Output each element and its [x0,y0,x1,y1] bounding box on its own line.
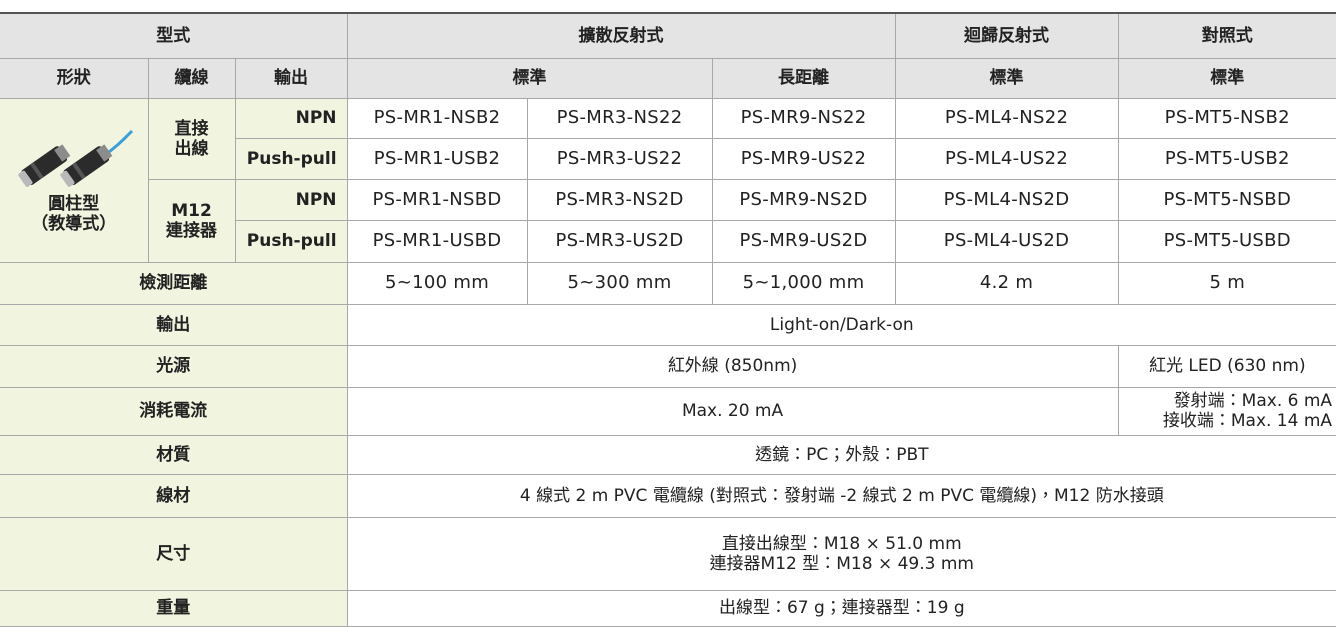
header-row: 型式 擴散反射式 迴歸反射式 對照式 [0,12,1336,59]
spec-value: 直接出線型：M18 × 51.0 mm 連接器M12 型：M18 × 49.3 m… [346,516,1336,591]
model-cell: PS-MR3-NS2D [526,178,713,221]
spec-table: 型式 擴散反射式 迴歸反射式 對照式 形狀 纜線 輸出 標準 長距離 標準 標準 [0,12,1336,627]
spec-label: 線材 [0,473,348,518]
spec-value: 紅光 LED (630 nm) [1117,344,1336,388]
spec-label: 材質 [0,434,348,475]
spec-row: 輸出 Light-on/Dark-on [0,303,1336,346]
spec-value: 出線型：67 g；連接器型：19 g [346,589,1336,627]
spec-line: 接收端：Max. 14 mA [1162,411,1333,431]
spec-value: 5~1,000 mm [711,261,896,305]
output-cell: Push-pull [235,219,348,263]
spec-row: 材質 透鏡：PC；外殼：PBT [0,434,1336,475]
output-cell: Push-pull [235,137,348,180]
spec-row: 消耗電流 Max. 20 mA 發射端：Max. 6 mA 接收端：Max. 14… [0,386,1336,436]
shape-text: 圓柱型 [48,193,100,214]
spec-row: 重量 出線型：67 g；連接器型：19 g [0,589,1336,627]
model-row: Push-pull PS-MR1-USBD PS-MR3-US2D PS-MR9… [0,219,1336,263]
spec-label: 輸出 [0,303,348,346]
spec-value: 4.2 m [894,261,1119,305]
spec-value: 紅外線 (850nm) [346,344,1119,388]
spec-line: 連接器M12 型：M18 × 49.3 mm [709,553,974,574]
spec-value: 5 m [1117,261,1336,305]
model-cell: PS-MR9-NS22 [711,97,896,139]
model-cell: PS-MR1-NSBD [346,178,528,221]
model-cell: PS-MR9-US2D [711,219,896,263]
spec-line: 直接出線型：M18 × 51.0 mm [721,533,962,554]
model-cell: PS-ML4-US22 [894,137,1119,180]
header-cell: 型式 [0,12,348,59]
model-cell: PS-ML4-NS22 [894,97,1119,139]
header-cell: 形狀 [0,57,149,99]
spec-row: 尺寸 直接出線型：M18 × 51.0 mm 連接器M12 型：M18 × 49.… [0,516,1336,591]
model-cell: PS-MT5-USBD [1117,219,1336,263]
output-cell: NPN [234,178,348,221]
header-cell: 輸出 [234,57,348,99]
header-cell: 長距離 [711,57,896,99]
spec-value: Light-on/Dark-on [346,303,1336,346]
model-cell: PS-MT5-USB2 [1117,137,1336,180]
spec-value: 4 線式 2 m PVC 電纜線 (對照式：發射端 -2 線式 2 m PVC … [346,473,1336,518]
header-cell: 標準 [346,57,713,99]
model-row: 圓柱型 （教導式） 直接 出線 NPN PS-MR1-NSB2 PS-MR3-NS… [0,97,1336,263]
spec-value: 5~100 mm [346,261,528,305]
header-cell: 對照式 [1117,12,1336,59]
spec-label: 尺寸 [0,516,348,591]
cable-text: 出線 [174,138,209,159]
spec-value: Max. 20 mA [346,386,1119,436]
spec-value: 透鏡：PC；外殼：PBT [346,434,1336,475]
model-cell: PS-MR9-US22 [711,137,896,180]
shape-cell: 圓柱型 （教導式） [0,97,149,263]
model-cell: PS-MR3-US22 [526,137,713,180]
model-cell: PS-MR3-NS22 [526,97,713,139]
spec-value: 5~300 mm [526,261,713,305]
header-cell: 纜線 [147,57,236,99]
header-row: 形狀 纜線 輸出 標準 長距離 標準 標準 [0,57,1336,99]
header-cell: 標準 [1117,57,1336,99]
spec-value: 發射端：Max. 6 mA 接收端：Max. 14 mA [1117,386,1336,436]
spec-row: 光源 紅外線 (850nm) 紅光 LED (630 nm) [0,344,1336,388]
model-cell: PS-MR3-US2D [526,219,713,263]
cable-text: 直接 [174,118,209,139]
model-cell: PS-MR9-NS2D [711,178,896,221]
spec-label: 重量 [0,589,348,627]
cable-text: 連接器 [166,220,217,241]
header-cell: 迴歸反射式 [894,12,1119,59]
product-image [18,129,133,187]
spec-line: 發射端：Max. 6 mA [1173,391,1333,411]
model-cell: PS-MT5-NSB2 [1117,97,1336,139]
model-row: Push-pull PS-MR1-USB2 PS-MR3-US22 PS-MR9… [0,137,1336,180]
header-cell: 擴散反射式 [346,12,896,59]
spec-label: 消耗電流 [0,386,348,436]
shape-text: （教導式） [31,213,117,234]
cable-cell: 直接 出線 [147,97,236,180]
spec-row: 線材 4 線式 2 m PVC 電纜線 (對照式：發射端 -2 線式 2 m P… [0,473,1336,518]
model-cell: PS-ML4-US2D [894,219,1119,263]
model-cell: PS-ML4-NS2D [894,178,1119,221]
cable-cell: M12 連接器 [148,178,236,263]
spec-label: 光源 [0,344,348,388]
cable-text: M12 [171,200,212,221]
model-cell: PS-MR1-USB2 [346,137,528,180]
spec-row: 檢測距離 5~100 mm 5~300 mm 5~1,000 mm 4.2 m … [0,261,1336,305]
spec-label: 檢測距離 [0,261,348,305]
output-cell: NPN [234,97,348,139]
model-cell: PS-MR1-NSB2 [346,97,528,139]
header-cell: 標準 [894,57,1119,99]
model-row: M12 連接器 NPN PS-MR1-NSBD PS-MR3-NS2D PS-MR… [0,178,1336,263]
model-cell: PS-MT5-NSBD [1117,178,1336,221]
model-cell: PS-MR1-USBD [346,219,528,263]
